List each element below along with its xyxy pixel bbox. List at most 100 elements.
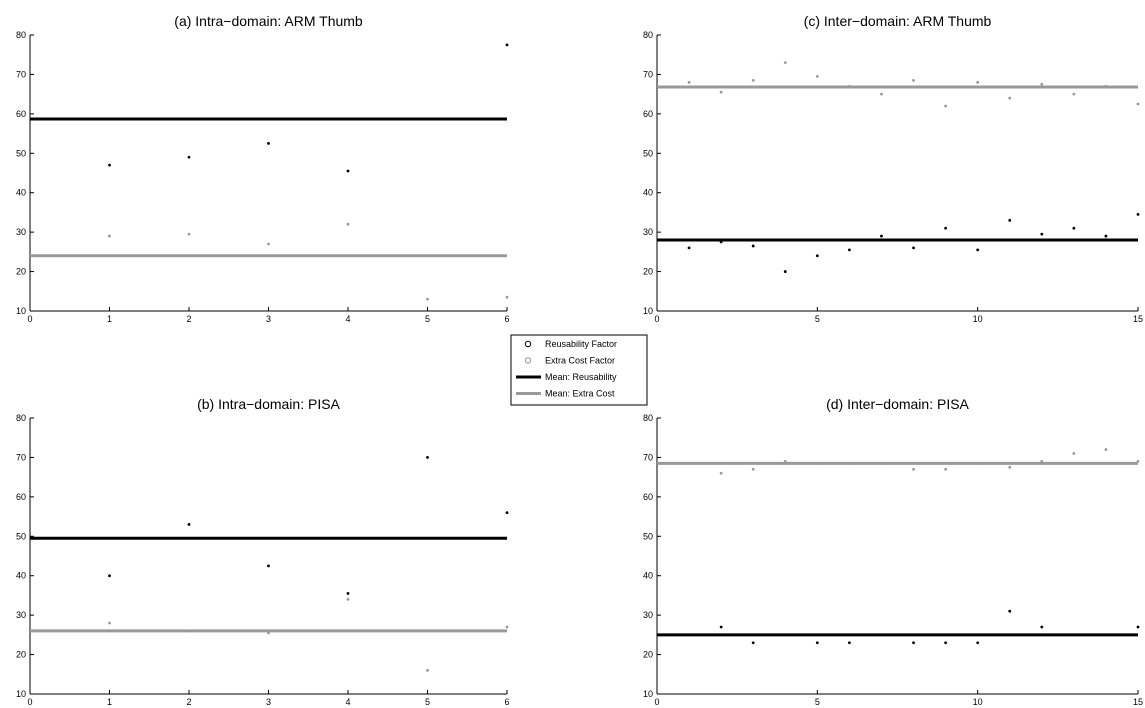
x-tick-label: 0 [654,314,659,324]
data-point-extra-cost [1008,465,1012,469]
panel-d: (d) Inter−domain: PISA 10 20 30 40 50 60 70 80 0 5… [643,396,1143,707]
x-tick-label: 4 [345,314,350,324]
data-point-extra-cost [880,92,883,96]
data-point-reusability [267,564,270,568]
data-point-reusability [1040,625,1044,629]
x-tick-label: 0 [654,697,659,707]
data-point-extra-cost [267,242,270,246]
data-point-reusability [1008,218,1012,222]
data-point-reusability [1104,234,1108,238]
data-point-extra-cost [346,222,350,226]
data-point-extra-cost [783,459,787,463]
data-point-extra-cost [346,597,350,601]
y-tick-label: 20 [643,650,653,660]
data-point-extra-cost [505,295,509,299]
x-tick-label: 2 [186,697,191,707]
y-tick-label: 20 [16,650,26,660]
data-point-reusability [1072,226,1076,230]
data-point-extra-cost [912,467,915,471]
data-point-reusability [976,641,980,645]
x-tick-label: 5 [815,314,820,324]
data-point-extra-cost [187,629,191,633]
data-point-extra-cost [1040,82,1044,86]
data-point-reusability [880,234,883,238]
y-tick-label: 40 [16,571,26,581]
y-tick-label: 60 [643,492,653,502]
y-tick-label: 30 [16,227,26,237]
y-tick-label: 70 [16,452,26,462]
x-tick-label: 5 [815,697,820,707]
data-point-extra-cost [267,631,270,635]
y-tick-label: 50 [643,148,653,158]
data-point-reusability [751,244,755,248]
data-point-reusability [976,248,980,252]
data-point-reusability [1008,609,1012,613]
data-point-extra-cost [880,461,883,465]
x-tick-label: 5 [425,697,430,707]
y-tick-label: 10 [643,306,653,316]
y-tick-label: 70 [643,452,653,462]
panel-d-title: (d) Inter−domain: PISA [826,396,969,412]
legend-label-reusability: Reusability Factor [545,339,617,349]
y-tick-label: 80 [643,30,653,40]
y-tick-label: 80 [16,413,26,423]
data-point-reusability [687,246,691,250]
y-tick-label: 10 [16,306,26,316]
data-point-extra-cost [848,84,851,88]
panel-c: (c) Inter−domain: ARM Thumb1020304050607… [643,13,1143,324]
data-point-extra-cost [1072,452,1076,455]
y-tick-label: 50 [643,531,653,541]
x-tick-label: 0 [27,314,32,324]
legend-label-mean-extra-cost: Mean: Extra Cost [545,389,615,399]
data-point-extra-cost [108,621,111,625]
y-tick-label: 10 [643,689,653,699]
panel-a: (a) Intra−domain: ARM Thumb1020304050607… [16,13,510,324]
y-tick-label: 10 [16,689,26,699]
y-tick-label: 80 [16,30,26,40]
y-tick-label: 40 [643,188,653,198]
data-point-extra-cost [751,78,755,82]
data-point-extra-cost [815,461,819,465]
y-tick-label: 70 [16,69,26,79]
legend-swatch-reusability [524,340,532,348]
data-point-extra-cost [1040,459,1044,463]
data-point-extra-cost [1104,448,1108,451]
data-point-extra-cost [944,104,947,108]
data-point-extra-cost [505,625,509,629]
panel-c-title: (c) Inter−domain: ARM Thumb [804,13,992,29]
x-tick-label: 15 [1133,314,1143,324]
y-tick-label: 50 [16,531,26,541]
data-point-extra-cost [426,668,429,672]
y-tick-label: 20 [16,267,26,277]
y-tick-label: 60 [16,492,26,502]
data-point-extra-cost [108,234,111,238]
data-point-extra-cost [687,80,691,84]
y-tick-label: 30 [643,227,653,237]
data-point-extra-cost [976,80,980,84]
y-tick-label: 70 [643,69,653,79]
data-point-reusability [719,625,723,629]
y-tick-label: 20 [643,267,653,277]
x-tick-label: 1 [107,697,112,707]
data-point-reusability [1136,213,1140,216]
panel-b-title: (b) Intra−domain: PISA [197,396,340,412]
data-point-extra-cost [815,75,819,78]
x-tick-label: 4 [345,697,350,707]
x-tick-label: 6 [504,697,509,707]
legend-swatch-extra-cost [524,357,532,364]
x-tick-label: 10 [973,314,983,324]
data-point-extra-cost [1072,92,1076,96]
data-point-reusability [815,641,819,645]
y-tick-label: 30 [643,610,653,620]
x-tick-label: 10 [973,697,983,707]
data-point-extra-cost [719,471,723,475]
y-tick-label: 50 [16,148,26,158]
data-point-extra-cost [1008,96,1012,100]
data-point-reusability [505,511,509,515]
data-point-extra-cost [976,461,980,465]
data-point-reusability [944,226,947,230]
data-point-reusability [1040,232,1044,236]
x-tick-label: 3 [266,697,271,707]
legend: Reusability Factor Extra Cost Factor Mean:… [510,334,648,406]
